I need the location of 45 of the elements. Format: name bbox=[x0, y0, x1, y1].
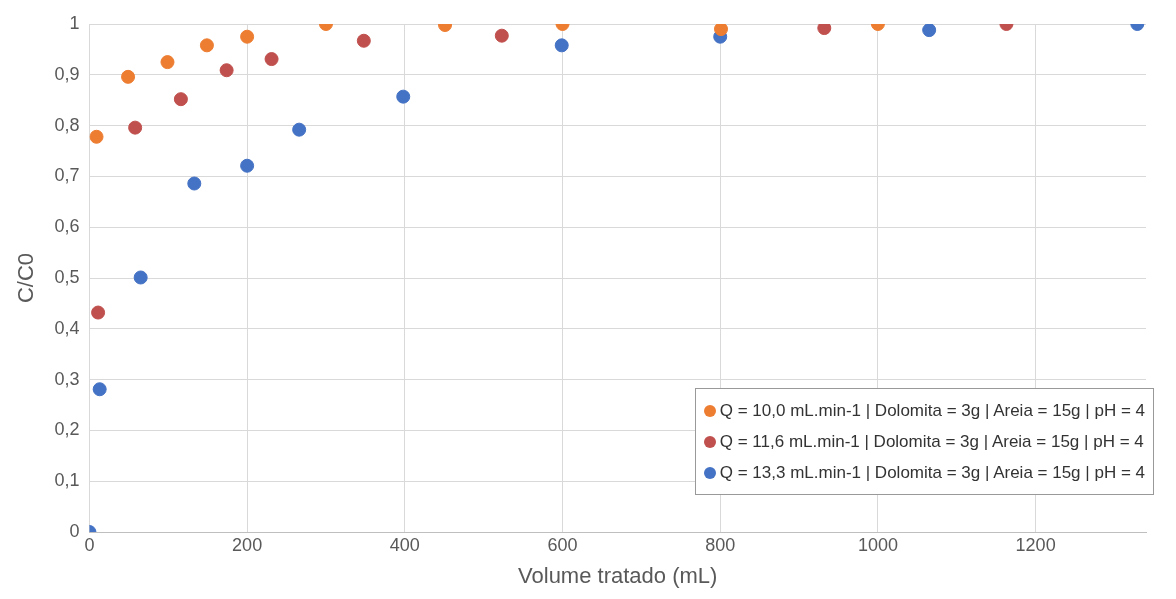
point bbox=[714, 24, 728, 37]
point bbox=[92, 382, 107, 397]
point bbox=[494, 28, 509, 43]
x-tick-label: 1000 bbox=[857, 534, 898, 555]
y-tick-label: 0,2 bbox=[54, 419, 80, 440]
y-tick-label: 0,6 bbox=[54, 216, 80, 237]
point bbox=[133, 270, 148, 285]
x-tick-label: 0 bbox=[84, 534, 95, 555]
point bbox=[240, 29, 255, 44]
y-axis-title: C/C0 bbox=[13, 252, 39, 304]
x-tick-label: 400 bbox=[389, 534, 420, 555]
point bbox=[91, 305, 106, 320]
y-tick-label: 0,5 bbox=[54, 266, 80, 287]
y-tick-label: 0 bbox=[69, 520, 80, 541]
legend-label: Q = 13,3 mL.min-1 | Dolomita = 3g | Areia = 15g | pH = 4 bbox=[719, 462, 1145, 483]
point bbox=[173, 92, 188, 107]
x-tick-label: 200 bbox=[232, 534, 263, 555]
point bbox=[922, 24, 937, 38]
y-tick-label: 0,3 bbox=[54, 368, 80, 389]
point bbox=[264, 52, 279, 67]
point bbox=[187, 176, 202, 191]
legend-label: Q = 10,0 mL.min-1 | Dolomita = 3g | Areia = 15g | pH = 4 bbox=[719, 400, 1145, 421]
y-tick-label: 0,8 bbox=[54, 114, 80, 135]
y-tick-label: 0,9 bbox=[54, 63, 80, 84]
x-axis-title: Volume tratado (mL) bbox=[518, 562, 718, 588]
point bbox=[292, 122, 307, 137]
y-tick-label: 0,4 bbox=[54, 317, 80, 338]
point bbox=[356, 33, 371, 48]
x-tick-label: 1200 bbox=[1015, 534, 1056, 555]
point bbox=[199, 38, 214, 53]
y-tick-label: 1 bbox=[69, 12, 80, 33]
x-tick-label: 600 bbox=[547, 534, 578, 555]
point bbox=[128, 120, 143, 135]
point bbox=[554, 38, 569, 53]
point bbox=[240, 158, 255, 173]
point bbox=[817, 24, 832, 36]
x-tick-label: 800 bbox=[705, 534, 736, 555]
y-tick-label: 0,1 bbox=[54, 470, 80, 491]
y-tick-label: 0,7 bbox=[54, 165, 80, 186]
point bbox=[396, 89, 411, 104]
point bbox=[121, 69, 136, 84]
point bbox=[160, 55, 175, 70]
legend-label: Q = 11,6 mL.min-1 | Dolomita = 3g | Areia = 15g | pH = 4 bbox=[719, 431, 1144, 452]
point bbox=[89, 129, 104, 144]
point bbox=[219, 63, 234, 78]
